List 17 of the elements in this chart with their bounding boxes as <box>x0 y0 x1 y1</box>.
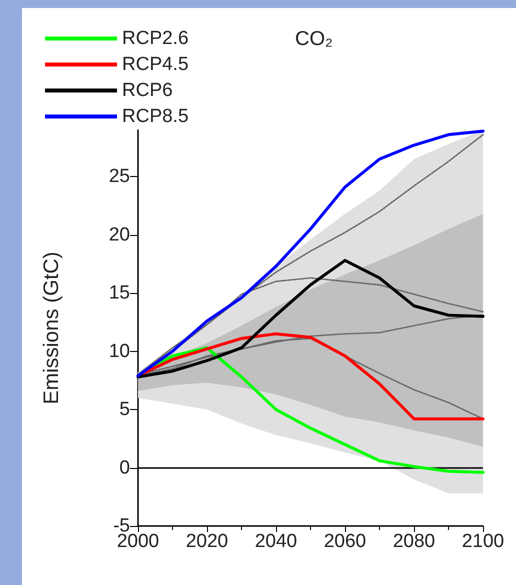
y-tick-label: 20 <box>108 224 130 246</box>
y-tick-label: 0 <box>119 457 130 478</box>
y-tick-label: 25 <box>108 166 130 188</box>
legend-label: RCP4.5 <box>122 54 189 75</box>
y-axis-title: Emissions (GtC) <box>40 252 63 404</box>
x-tick-label: 2040 <box>254 531 298 552</box>
y-tick-label: 5 <box>119 399 130 420</box>
x-tick-label: 2060 <box>324 531 366 552</box>
y-tick-label: 10 <box>108 340 130 362</box>
x-tick-label: 2100 <box>462 531 504 552</box>
legend-label: RCP6 <box>122 80 173 101</box>
y-tick-label: 15 <box>108 282 130 304</box>
legend-label: RCP2.6 <box>122 28 189 49</box>
x-tick-label: 2080 <box>392 531 436 552</box>
x-tick-label: 2020 <box>186 531 228 552</box>
chart-title: CO₂ <box>295 28 333 50</box>
legend-label: RCP8.5 <box>122 106 189 127</box>
